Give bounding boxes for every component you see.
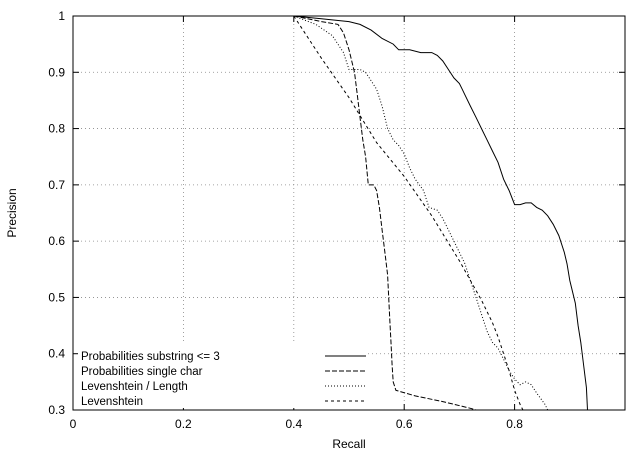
y-axis-label: Precision [5,188,19,237]
series-line [293,15,588,411]
y-tick-label: 0.9 [48,65,65,79]
legend-background [78,342,368,408]
grid-lines [73,16,625,410]
y-tick-label: 0.5 [48,290,65,304]
series-line [293,15,524,411]
legend: Probabilities substring <= 3 Probabilitie… [78,342,368,408]
legend-label: Levenshtein [81,396,143,408]
x-tick-label: 0.8 [506,417,523,431]
x-tick-label: 0.4 [285,417,302,431]
y-tick-label: 0.3 [48,403,65,417]
y-tick-label: 0.7 [48,178,65,192]
legend-label: Probabilities single char [81,366,203,378]
x-axis-ticks: 0 0.2 0.4 0.6 0.8 [70,16,523,431]
y-tick-label: 0.8 [48,122,65,136]
y-tick-label: 0.6 [48,234,65,248]
x-tick-label: 0.6 [396,417,413,431]
x-tick-label: 0 [70,417,77,431]
series-lines [293,15,588,411]
series-line [293,15,549,411]
x-axis-label: Recall [332,437,365,451]
plot-frame [72,15,626,411]
x-tick-label: 0.2 [175,417,192,431]
legend-label: Probabilities substring <= 3 [81,351,220,363]
legend-label: Levenshtein / Length [81,381,188,393]
series-line [293,15,477,411]
y-tick-label: 0.4 [48,347,65,361]
y-tick-label: 1 [58,9,65,23]
y-axis-ticks: 0.3 0.4 0.5 0.6 0.7 0.8 0.9 1 [48,9,625,417]
